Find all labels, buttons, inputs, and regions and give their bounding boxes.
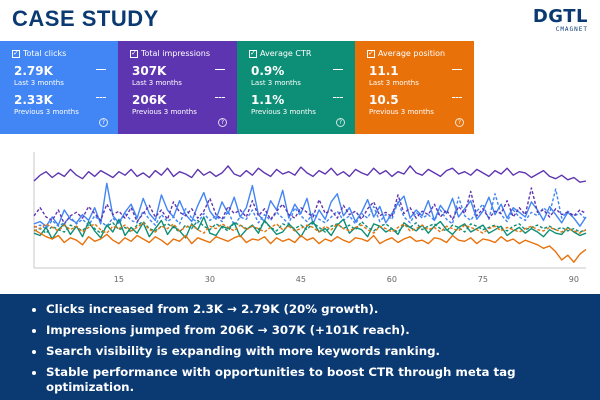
solid-line-legend-icon [215, 69, 225, 70]
chart-tick-layer: 15 30 45 60 75 90 [114, 275, 579, 284]
metric-card-header: ✓ Total impressions [130, 49, 210, 58]
insights-list: Clicks increased from 2.3K → 2.79K (20% … [0, 294, 600, 395]
series-line-7 [33, 222, 587, 234]
metric-current-label: Last 3 months [132, 79, 182, 87]
x-tick-label: 60 [387, 275, 397, 284]
insight-item: Clicks increased from 2.3K → 2.79K (20% … [46, 302, 580, 317]
metric-name: Total clicks [23, 49, 67, 58]
metric-cards: ✓ Total clicks 2.79K Last 3 months 2.33K… [0, 41, 474, 134]
help-icon[interactable]: ? [99, 118, 108, 127]
dashed-line-legend-icon [96, 97, 106, 98]
metric-card-header: ✓ Total clicks [12, 49, 66, 58]
series-line-6 [33, 229, 587, 263]
series-line-4 [33, 216, 587, 240]
checkbox-checked-icon[interactable]: ✓ [367, 49, 375, 58]
metric-current-label: Last 3 months [14, 79, 64, 87]
logo-sub-text: CMAGNET [555, 26, 588, 33]
metric-card-header: ✓ Average position [367, 49, 445, 58]
solid-line-legend-icon [452, 69, 462, 70]
x-tick-label: 90 [569, 275, 579, 284]
insight-item: Search visibility is expanding with more… [46, 344, 580, 359]
metric-current-label: Last 3 months [251, 79, 301, 87]
metric-card-average-position[interactable]: ✓ Average position 11.1 Last 3 months 10… [355, 41, 474, 134]
metric-card-total-clicks[interactable]: ✓ Total clicks 2.79K Last 3 months 2.33K… [0, 41, 118, 134]
insight-item: Impressions jumped from 206K → 307K (+10… [46, 323, 580, 338]
metric-card-header: ✓ Average CTR [249, 49, 311, 58]
metric-current-value: 2.79K [14, 64, 53, 78]
metric-name: Average CTR [260, 49, 312, 58]
metric-name: Average position [378, 49, 446, 58]
series-line-3 [33, 187, 587, 225]
metric-previous-label: Previous 3 months [369, 108, 434, 116]
metric-name: Total impressions [141, 49, 211, 58]
chart-svg: 15 30 45 60 75 90 [33, 152, 587, 284]
metric-current-label: Last 3 months [369, 79, 419, 87]
metric-current-value: 0.9% [251, 64, 285, 78]
metric-current-value: 307K [132, 64, 167, 78]
series-line-0 [33, 182, 587, 227]
metric-previous-value: 10.5 [369, 93, 399, 107]
x-tick-label: 75 [478, 275, 488, 284]
help-icon[interactable]: ? [455, 118, 464, 127]
help-icon[interactable]: ? [336, 118, 345, 127]
series-line-1 [33, 188, 587, 230]
solid-line-legend-icon [333, 69, 343, 70]
metric-card-total-impressions[interactable]: ✓ Total impressions 307K Last 3 months 2… [118, 41, 237, 134]
brand-logo: DGTL CMAGNET [508, 6, 588, 33]
metric-previous-value: 2.33K [14, 93, 53, 107]
metric-current-value: 11.1 [369, 64, 399, 78]
checkbox-checked-icon[interactable]: ✓ [130, 49, 138, 58]
metric-previous-label: Previous 3 months [14, 108, 79, 116]
insights-panel: Clicks increased from 2.3K → 2.79K (20% … [0, 294, 600, 400]
dashed-line-legend-icon [452, 97, 462, 98]
help-icon[interactable]: ? [218, 118, 227, 127]
logo-brand-text: DGTL [532, 6, 588, 27]
metric-card-average-ctr[interactable]: ✓ Average CTR 0.9% Last 3 months 1.1% Pr… [237, 41, 355, 134]
page-title: CASE STUDY [12, 6, 159, 31]
performance-line-chart: 15 30 45 60 75 90 [0, 146, 600, 294]
checkbox-checked-icon[interactable]: ✓ [12, 49, 20, 58]
x-tick-label: 15 [114, 275, 124, 284]
chart-series-layer [33, 165, 587, 263]
checkbox-checked-icon[interactable]: ✓ [249, 49, 257, 58]
metric-previous-value: 1.1% [251, 93, 285, 107]
dashed-line-legend-icon [215, 97, 225, 98]
insight-item: Stable performance with opportunities to… [46, 365, 580, 395]
metric-previous-value: 206K [132, 93, 167, 107]
series-line-5 [33, 219, 587, 234]
metric-previous-label: Previous 3 months [132, 108, 197, 116]
metric-previous-label: Previous 3 months [251, 108, 316, 116]
series-line-2 [33, 165, 587, 183]
x-tick-label: 45 [296, 275, 306, 284]
x-tick-label: 30 [205, 275, 215, 284]
dashed-line-legend-icon [333, 97, 343, 98]
solid-line-legend-icon [96, 69, 106, 70]
